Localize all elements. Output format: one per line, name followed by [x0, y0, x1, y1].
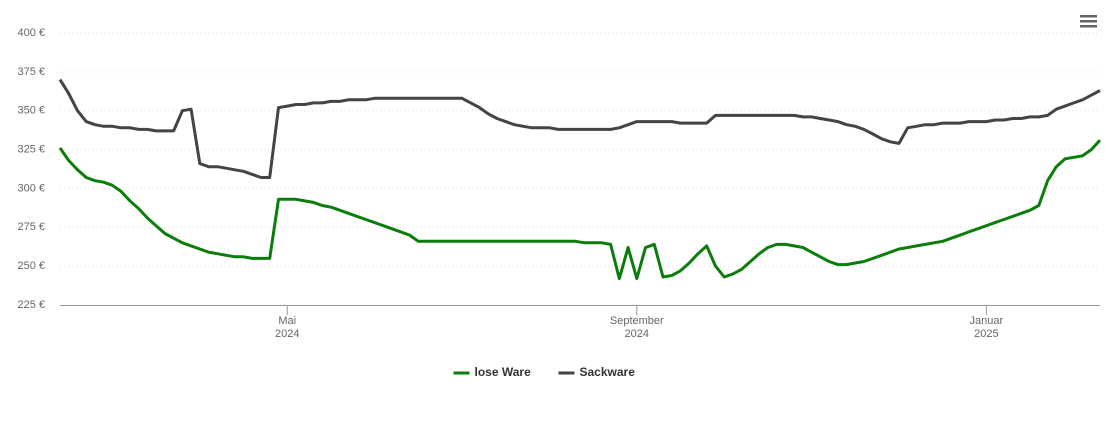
y-tick-label: 400 €	[17, 27, 45, 39]
y-tick-label: 375 €	[17, 66, 45, 78]
y-tick-label: 350 €	[17, 105, 45, 117]
x-tick-label: Mai 2024	[274, 315, 300, 340]
x-tick-label: September 2024	[609, 315, 664, 340]
y-tick-label: 250 €	[17, 260, 45, 272]
menu-icon[interactable]	[1080, 15, 1097, 28]
series-line	[58, 139, 1102, 281]
legend-label: lose Ware	[475, 365, 532, 379]
legend-label: Sackware	[580, 365, 636, 379]
series-line	[58, 78, 1101, 179]
y-tick-label: 300 €	[17, 182, 45, 194]
menu-bar	[1080, 25, 1097, 28]
menu-bar	[1080, 20, 1097, 23]
menu-bar	[1080, 15, 1097, 18]
x-tick-label: Januar 2025	[969, 315, 1004, 340]
y-tick-label: 275 €	[17, 221, 45, 233]
y-tick-label: 225 €	[17, 299, 45, 311]
y-tick-label: 325 €	[17, 143, 45, 155]
